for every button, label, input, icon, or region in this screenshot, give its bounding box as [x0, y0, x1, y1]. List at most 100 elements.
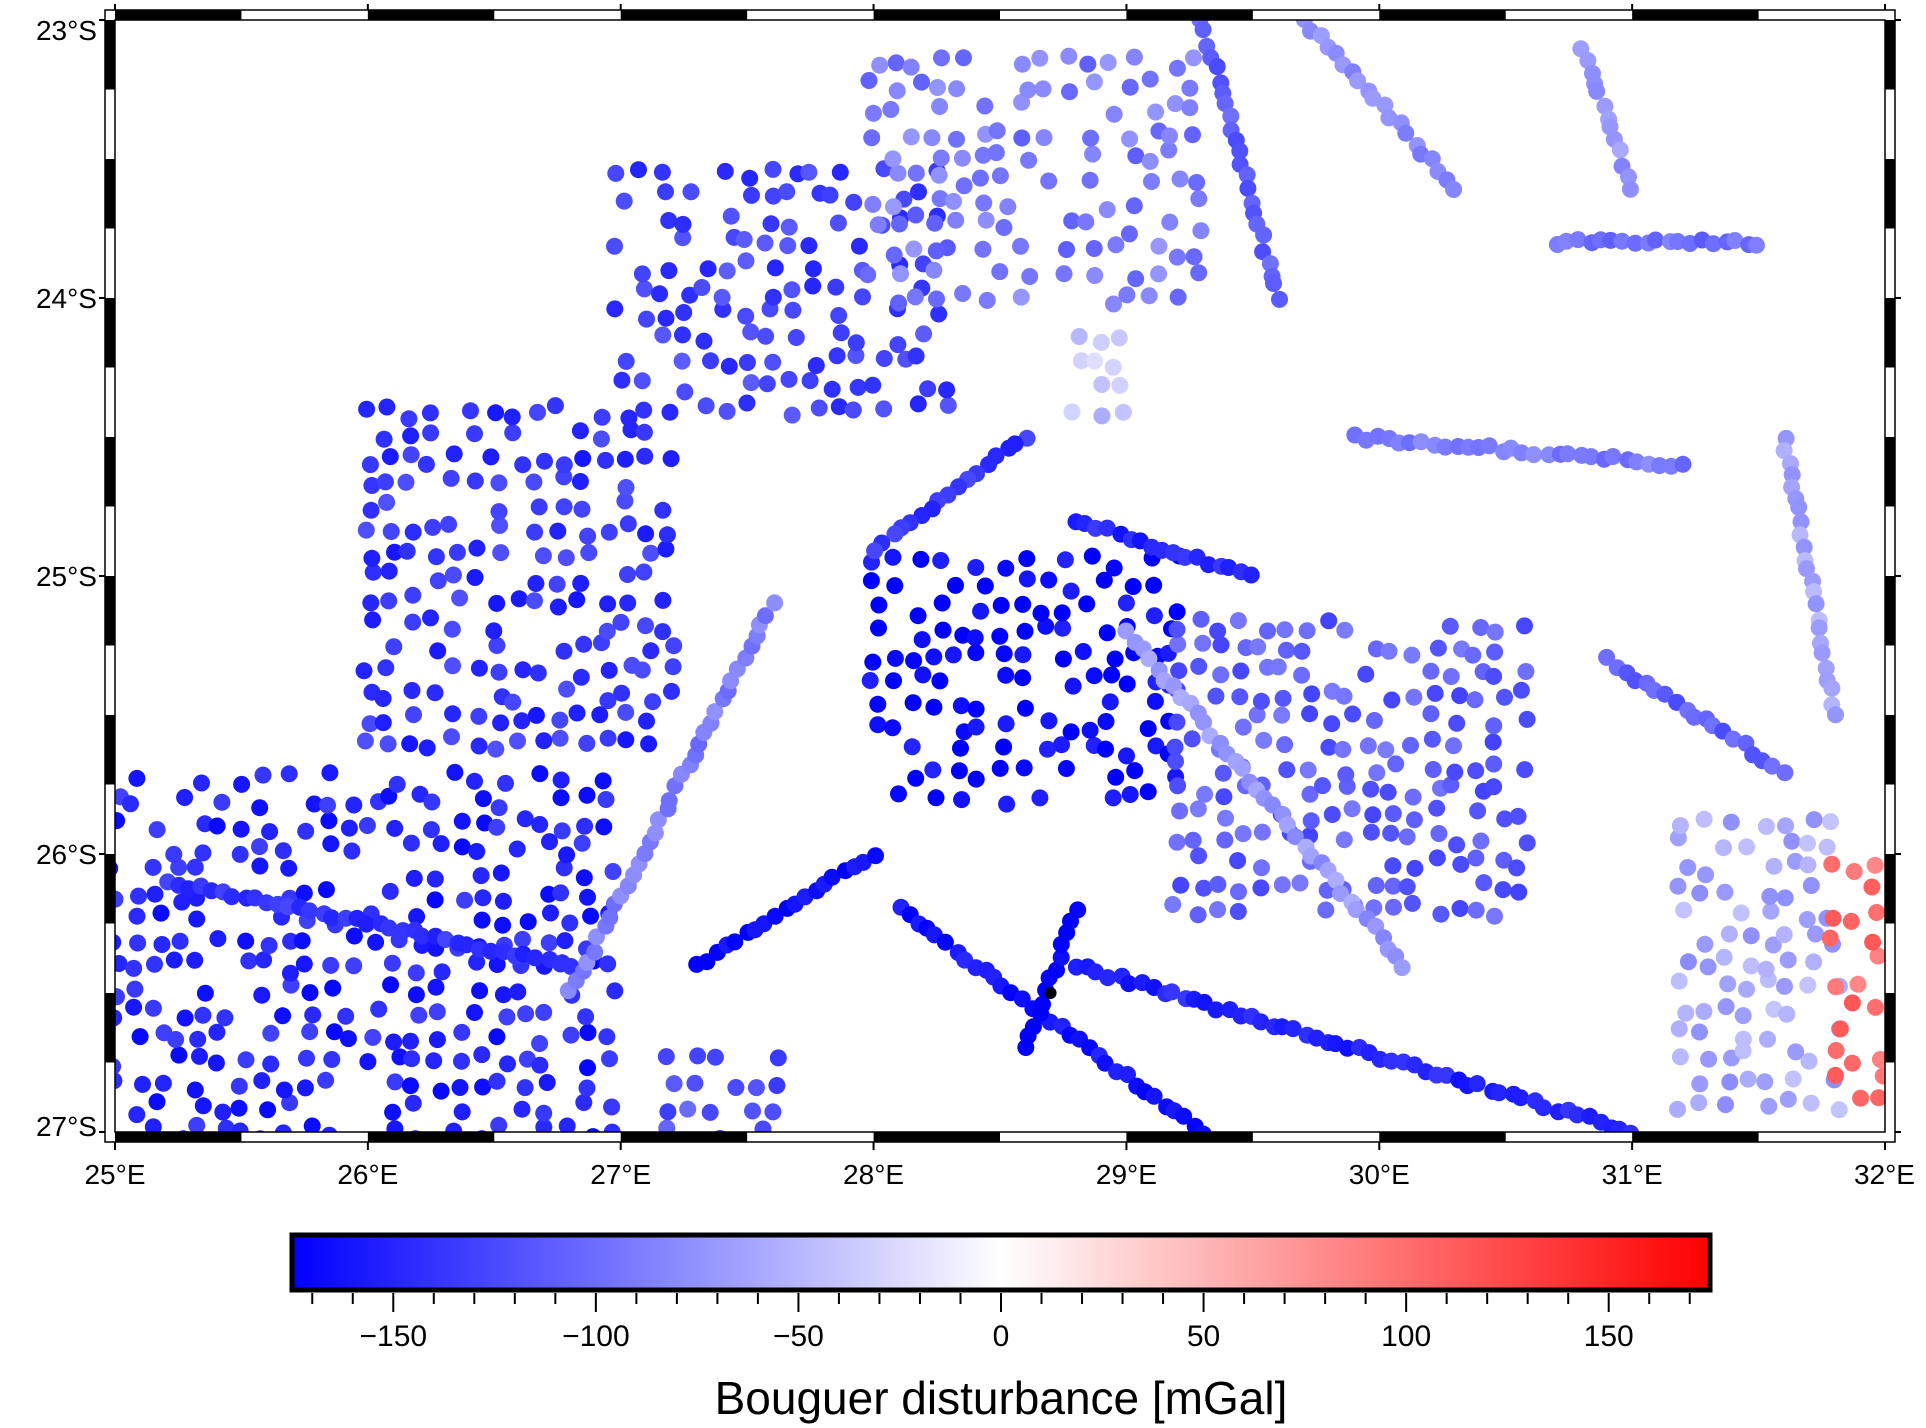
- station-point: [453, 1023, 471, 1041]
- station-point: [1484, 733, 1502, 751]
- station-point: [1802, 1094, 1820, 1112]
- station-point: [1098, 519, 1116, 537]
- station-point: [370, 1000, 388, 1018]
- station-point: [362, 501, 380, 519]
- station-point: [1422, 662, 1440, 680]
- frame-segment: [105, 993, 115, 1063]
- station-point: [378, 493, 396, 511]
- station-point: [617, 479, 635, 496]
- station-point: [934, 621, 952, 639]
- station-point: [513, 1100, 531, 1118]
- station-point: [674, 326, 691, 344]
- station-point: [599, 955, 617, 973]
- station-point: [1387, 755, 1405, 773]
- station-point: [115, 988, 125, 1006]
- station-point: [405, 869, 423, 887]
- station-point: [660, 792, 678, 810]
- frame-segment: [620, 1132, 748, 1142]
- station-point: [230, 1077, 248, 1095]
- station-point: [453, 812, 471, 830]
- station-point: [1691, 1075, 1709, 1093]
- station-point: [1013, 55, 1031, 73]
- station-point: [864, 195, 882, 213]
- station-point: [488, 594, 506, 612]
- station-point: [661, 403, 679, 421]
- station-point: [405, 706, 422, 724]
- station-point: [1776, 889, 1794, 907]
- station-point: [675, 304, 693, 321]
- station-point: [1336, 621, 1354, 639]
- station-point: [1765, 1000, 1783, 1018]
- station-point: [527, 706, 545, 724]
- station-point: [343, 842, 361, 860]
- station-point: [1274, 689, 1292, 707]
- station-point: [253, 1072, 271, 1090]
- y-tick-label: 26°S: [36, 839, 97, 870]
- station-point: [662, 450, 680, 468]
- station-point: [1121, 130, 1139, 148]
- station-point: [679, 1100, 697, 1118]
- station-point: [1699, 958, 1717, 976]
- station-point: [1818, 838, 1836, 856]
- station-point: [303, 1117, 321, 1132]
- station-point: [196, 984, 214, 1002]
- station-point: [936, 933, 954, 951]
- station-point: [1093, 407, 1111, 425]
- station-point: [1014, 646, 1032, 664]
- station-point: [1384, 805, 1402, 823]
- station-point: [320, 812, 338, 830]
- station-point: [367, 933, 385, 951]
- station-point: [1467, 762, 1485, 780]
- station-point: [867, 847, 884, 865]
- station-point: [1124, 578, 1142, 595]
- station-point: [932, 149, 950, 167]
- station-point: [617, 703, 635, 721]
- station-point: [925, 698, 943, 716]
- station-point: [186, 1081, 204, 1099]
- station-point: [497, 774, 514, 792]
- station-point: [298, 1049, 315, 1067]
- station-point: [1126, 762, 1144, 780]
- station-point: [538, 1074, 556, 1091]
- station-point: [1582, 448, 1600, 466]
- station-point: [555, 642, 573, 660]
- station-point: [657, 183, 674, 201]
- station-point: [1120, 225, 1138, 243]
- station-point: [1824, 909, 1842, 927]
- station-point: [1669, 877, 1687, 895]
- station-point: [948, 80, 966, 98]
- station-point: [482, 448, 500, 466]
- station-point: [991, 263, 1009, 281]
- station-point: [1757, 818, 1775, 835]
- station-point: [1147, 737, 1165, 755]
- station-point: [1016, 699, 1034, 717]
- station-point: [967, 644, 985, 662]
- station-point: [1209, 875, 1227, 893]
- station-point: [1776, 977, 1793, 995]
- station-point: [1722, 813, 1740, 831]
- station-point: [1207, 687, 1225, 705]
- station-point: [115, 1072, 123, 1090]
- station-point: [322, 835, 340, 853]
- station-point: [1231, 688, 1249, 706]
- station-point: [644, 693, 662, 711]
- station-point: [764, 353, 782, 371]
- station-point: [280, 765, 298, 783]
- station-point: [429, 572, 447, 590]
- station-point: [568, 591, 586, 609]
- station-point: [231, 845, 249, 863]
- station-point: [1040, 172, 1058, 190]
- station-point: [1726, 232, 1744, 249]
- station-point: [1253, 823, 1271, 841]
- station-point: [487, 740, 505, 758]
- station-point: [742, 374, 760, 392]
- station-point: [1098, 201, 1116, 219]
- station-point: [1863, 878, 1881, 896]
- station-point: [128, 769, 146, 787]
- station-point: [932, 552, 950, 569]
- station-point: [764, 160, 782, 178]
- station-point: [186, 951, 204, 969]
- station-point: [635, 423, 653, 441]
- station-point: [1778, 1005, 1796, 1023]
- station-point: [1194, 634, 1212, 652]
